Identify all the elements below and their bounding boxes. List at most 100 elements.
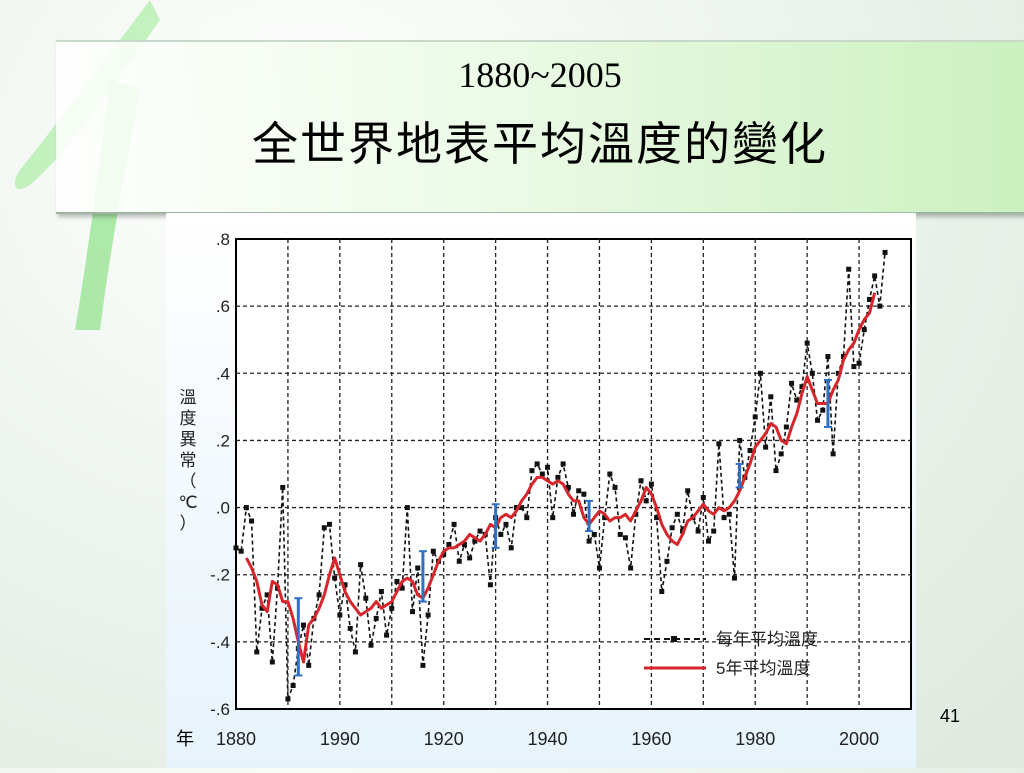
annual-point (446, 542, 452, 547)
annual-point (539, 471, 545, 477)
x-tick-label: 1940 (528, 729, 568, 749)
annual-point (846, 266, 852, 272)
annual-point (243, 505, 249, 511)
y-tick-label: .8 (216, 230, 230, 249)
annual-point (498, 531, 504, 537)
annual-point (472, 538, 478, 544)
annual-point (410, 609, 416, 615)
y-tick-label: .4 (216, 364, 230, 383)
annual-point (280, 484, 286, 490)
annual-point (373, 615, 379, 621)
annual-point (394, 578, 400, 584)
y-tick-label: -.2 (210, 566, 230, 585)
legend-annual-label: 每年平均溫度 (716, 630, 818, 649)
annual-point (249, 518, 255, 524)
annual-point (695, 528, 701, 534)
y-axis-label-char: 異 (180, 430, 197, 449)
annual-point (321, 525, 327, 531)
annual-point (332, 575, 338, 581)
annual-point (467, 555, 473, 561)
annual-point (259, 605, 265, 611)
y-tick-label: .2 (216, 431, 230, 450)
annual-point (804, 340, 810, 346)
legend: 每年平均溫度 5年平均溫度 (644, 630, 818, 678)
annual-point (285, 696, 291, 702)
annual-point (882, 249, 888, 255)
x-tick-label: 1880 (216, 729, 256, 749)
page-number: 41 (940, 706, 961, 726)
annual-point (747, 448, 753, 453)
y-axis-label-char: 度 (180, 409, 197, 428)
annual-point (301, 622, 306, 628)
annual-point (378, 589, 384, 594)
annual-point (664, 558, 670, 564)
x-tick-label: 1920 (424, 729, 464, 749)
annual-point (415, 565, 421, 571)
annual-point (586, 538, 592, 544)
annual-point (529, 468, 535, 474)
five-year-line (245, 292, 877, 664)
annual-point (254, 649, 260, 655)
annual-point (669, 525, 675, 531)
y-axis-label-char: ℃ (178, 493, 197, 512)
annual-point (581, 491, 587, 497)
annual-point (420, 662, 426, 668)
annual-point (503, 521, 509, 527)
annual-point (638, 478, 644, 484)
annual-point (794, 397, 800, 403)
annual-point (337, 612, 343, 618)
annual-point (269, 659, 275, 665)
annual-point (565, 484, 571, 490)
annual-point (524, 515, 530, 521)
x-tick-label: 2000 (839, 729, 879, 749)
annual-point (430, 548, 436, 554)
annual-point (825, 354, 831, 359)
annual-point (352, 649, 358, 655)
annual-point (487, 582, 493, 588)
annual-point (737, 437, 743, 443)
annual-point (519, 505, 525, 511)
x-tick-label: 1990 (320, 729, 360, 749)
annual-point (571, 511, 576, 517)
annual-point (316, 592, 322, 598)
annual-point (716, 441, 722, 447)
annual-point (602, 515, 608, 521)
annual-point (815, 417, 821, 423)
annual-point (778, 451, 784, 457)
annual-point (706, 538, 711, 544)
annual-point (622, 535, 628, 541)
y-tick-label: -.6 (210, 700, 230, 719)
annual-point (768, 394, 774, 400)
chart-svg: -.6 -.4 -.2 .0 .2 .4 .6 .8 1880 1990 1920 1940 1960… (176, 230, 912, 749)
y-axis-label-char: （ (180, 472, 197, 491)
legend-5yr-label: 5年平均溫度 (716, 659, 810, 678)
annual-point (773, 468, 779, 474)
x-axis-label: 年 (176, 729, 194, 749)
annual-point (545, 464, 551, 470)
annual-point (306, 662, 312, 668)
annual-point (513, 505, 519, 511)
annual-point (820, 407, 826, 413)
annual-point (368, 642, 374, 648)
annual-point (534, 461, 540, 467)
annual-point (290, 683, 296, 688)
legend-annual-marker (671, 636, 677, 642)
annual-point (358, 562, 364, 568)
annual-point (721, 515, 727, 521)
annual-point (783, 424, 789, 430)
y-axis-label-char: ） (180, 514, 197, 533)
annual-point (861, 327, 867, 333)
annual-point (591, 531, 597, 537)
error-bars (294, 379, 832, 677)
x-tick-label: 1980 (735, 729, 775, 749)
x-tick-label: 1960 (631, 729, 671, 749)
annual-point (700, 495, 706, 500)
annual-point (866, 296, 872, 302)
annual-point (633, 511, 639, 517)
annual-point (596, 565, 602, 571)
slide-title-years: 1880~2005 (458, 55, 622, 95)
annual-point (461, 542, 467, 547)
annual-point (441, 552, 447, 558)
annual-point (877, 303, 883, 309)
annual-point (757, 370, 763, 376)
